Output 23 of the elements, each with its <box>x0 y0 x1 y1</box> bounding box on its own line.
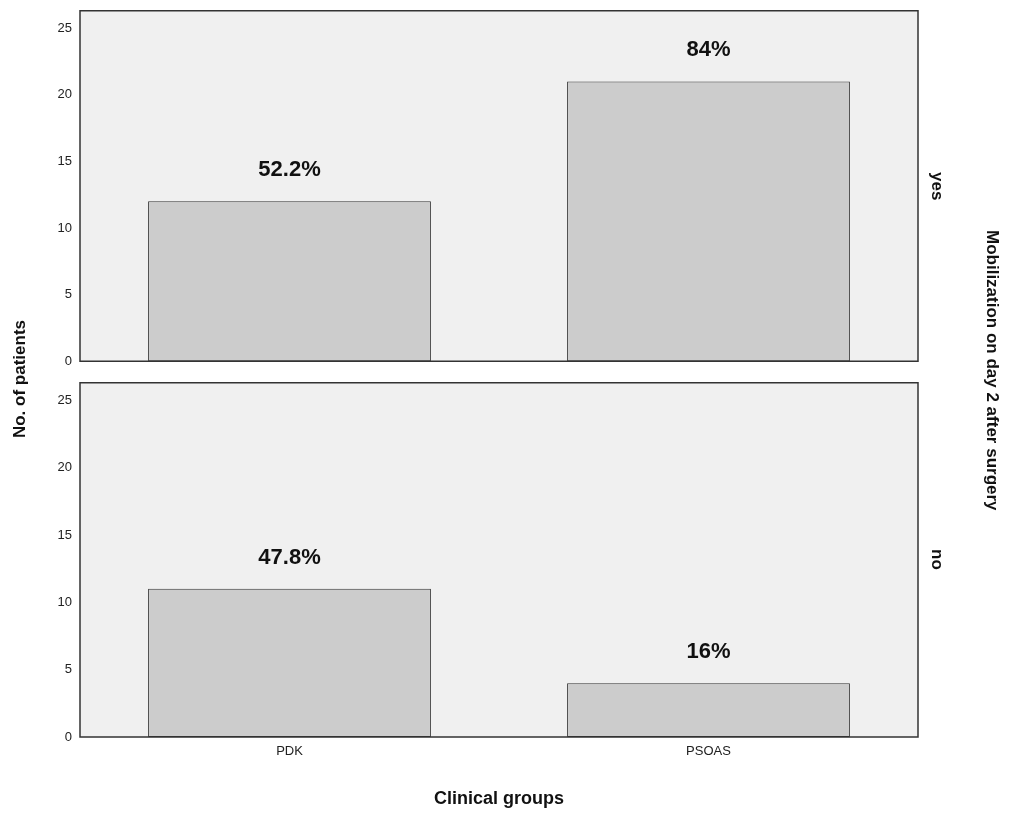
y-tick-label: 10 <box>57 219 72 235</box>
y-tick-label: 25 <box>57 391 72 407</box>
y-tick-label: 20 <box>57 86 72 102</box>
text: no <box>927 549 947 571</box>
y-tick-label: 25 <box>57 19 72 35</box>
y-axis-title: No. of patients <box>10 320 30 439</box>
y-tick-label: 15 <box>57 152 72 168</box>
annotation: 47.8% <box>258 543 321 569</box>
annotation: 16% <box>686 638 731 664</box>
x-axis-title: Clinical groups <box>433 788 565 809</box>
y-tick-label: 20 <box>57 459 72 475</box>
y-tick-label: 10 <box>57 593 72 609</box>
annotation: 84% <box>686 36 731 62</box>
y-tick-label: 0 <box>64 352 72 368</box>
text: Mobilization on day 2 after surgery <box>982 229 1002 511</box>
x-tick-label: PSOAS <box>686 743 732 759</box>
y-tick-label: 5 <box>64 661 72 677</box>
y-tick-label: 0 <box>64 728 72 744</box>
annotation: 52.2% <box>258 156 321 182</box>
x-tick-label: PDK <box>276 743 304 759</box>
text: yes <box>927 172 947 201</box>
y-tick-label: 15 <box>57 526 72 542</box>
y-tick-label: 5 <box>64 286 72 302</box>
